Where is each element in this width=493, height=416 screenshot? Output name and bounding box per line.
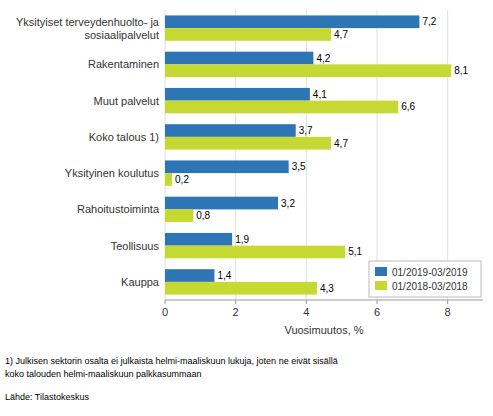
bar [165, 88, 310, 101]
data-labels: 7,2 4,2 4,1 3,7 3,5 3,2 1,9 1,4 4,7 8,1 6,6 4,7 0,2 0… [175, 16, 468, 293]
data-label: 3,7 [299, 125, 313, 136]
grid-line [447, 10, 448, 300]
data-label: 8,1 [454, 65, 468, 76]
footnote: Lähde: Tilastokeskus [5, 392, 90, 402]
bar [165, 269, 214, 282]
bar [165, 173, 172, 186]
x-axis-line [165, 300, 483, 301]
footnote: 1) Julkisen sektorin osalta ei julkaista… [5, 356, 338, 366]
footnote: koko talouden helmi-maaliskuun palkkasum… [5, 369, 202, 379]
data-label: 6,6 [401, 101, 415, 112]
data-label: 7,2 [422, 16, 436, 27]
category-label-line: Yksityinen koulutus [65, 167, 160, 179]
category-label: Kauppa [121, 276, 160, 288]
bar [165, 233, 232, 246]
data-label: 4,3 [320, 283, 334, 294]
bar [165, 282, 317, 295]
bar [165, 197, 278, 210]
x-tick [306, 300, 307, 304]
data-label: 3,5 [292, 161, 306, 172]
x-tick-label: 2 [233, 306, 239, 318]
category-label: Teollisuus [111, 240, 160, 252]
category-label: Koko talous 1) [89, 131, 159, 143]
x-tick [377, 300, 378, 304]
bar [165, 124, 296, 137]
category-label: Muut palvelut [94, 95, 159, 107]
category-label: Rahoitustoiminta [77, 203, 160, 215]
x-tick-label: 8 [445, 306, 451, 318]
grid-line [377, 10, 378, 300]
data-label: 4,2 [316, 53, 330, 64]
x-tick [235, 300, 236, 304]
category-label-line: Rahoitustoiminta [77, 203, 160, 215]
category-label: Rakentaminen [88, 58, 159, 70]
data-label: 4,7 [334, 138, 348, 149]
data-label: 5,1 [348, 246, 362, 257]
bars [165, 15, 451, 294]
category-label-line: Rakentaminen [88, 58, 159, 70]
legend-label: 01/2018-03/2018 [392, 281, 468, 292]
category-label-line: Kauppa [121, 276, 160, 288]
bar [165, 28, 331, 41]
legend-swatch [375, 267, 387, 276]
x-axis-label: Vuosimuutos, % [284, 324, 363, 336]
bar [165, 209, 193, 222]
category-label: Yksityinen koulutus [65, 167, 160, 179]
data-label: 0,8 [196, 210, 210, 221]
data-label: 1,4 [217, 270, 231, 281]
bar [165, 160, 289, 173]
x-tick [165, 300, 166, 304]
category-label-line: sosiaalipalvelut [84, 29, 159, 41]
category-label-line: Muut palvelut [94, 95, 159, 107]
category-label: Yksityiset terveydenhuolto- jasosiaalipa… [16, 16, 160, 41]
bar [165, 246, 345, 259]
category-label-line: Yksityiset terveydenhuolto- ja [16, 16, 160, 28]
chart: 0 2 4 6 8 Vuosimuutos, % Yksityiset terveydenh… [0, 0, 493, 416]
data-label: 1,9 [235, 234, 249, 245]
x-tick-label: 6 [374, 306, 380, 318]
category-label-line: Koko talous 1) [89, 131, 159, 143]
x-tick-label: 4 [303, 306, 309, 318]
data-label: 4,1 [313, 89, 327, 100]
x-tick-label: 0 [162, 306, 168, 318]
bar [165, 15, 419, 28]
bar [165, 64, 451, 77]
data-label: 3,2 [281, 198, 295, 209]
legend-swatch [375, 281, 387, 290]
bar [165, 52, 313, 65]
data-label: 4,7 [334, 29, 348, 40]
grid [165, 10, 448, 300]
data-label: 0,2 [175, 174, 189, 185]
bar [165, 137, 331, 150]
legend-frame [369, 261, 481, 297]
legend-label: 01/2019-03/2019 [392, 267, 468, 278]
bar [165, 101, 398, 114]
category-label-line: Teollisuus [111, 240, 160, 252]
x-tick [447, 300, 448, 304]
legend: 01/2019-03/2019 01/2018-03/2018 [369, 261, 481, 297]
